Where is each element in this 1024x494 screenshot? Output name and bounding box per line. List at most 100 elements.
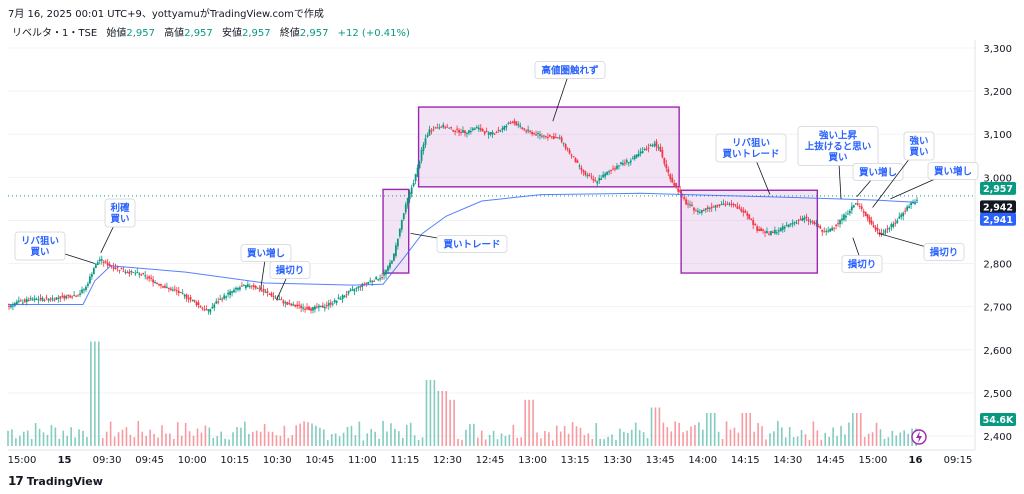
volume-bar <box>413 435 416 446</box>
candle-body <box>274 297 277 299</box>
candle-body <box>485 131 488 133</box>
candle-body <box>290 303 293 306</box>
candle-body <box>596 181 599 184</box>
volume-bar <box>808 440 811 446</box>
candle-body <box>385 270 387 275</box>
volume-bar <box>729 429 732 446</box>
candle-body <box>282 300 285 304</box>
volume-bar <box>50 425 53 446</box>
volume-bar <box>188 431 191 446</box>
annotation-box <box>927 162 979 180</box>
candle-body <box>612 168 614 170</box>
candle-body <box>588 174 591 177</box>
candle-body <box>673 183 676 186</box>
volume-bar <box>30 438 33 446</box>
candle-body <box>841 218 843 221</box>
candle-body <box>653 143 656 146</box>
candle-body <box>706 207 709 209</box>
volume-bar <box>350 425 353 446</box>
candle-body <box>23 299 26 302</box>
candle-body <box>160 284 162 286</box>
candle-body <box>321 305 324 308</box>
time-tick-label: 13:30 <box>603 455 632 466</box>
volume-bar <box>70 427 72 446</box>
candle-body <box>675 183 678 187</box>
candle-body <box>738 207 741 209</box>
volume-bar <box>19 435 21 446</box>
volume-bar <box>149 429 151 446</box>
candle-body <box>742 210 745 213</box>
candle-body <box>568 150 571 154</box>
volume-bar <box>654 407 657 446</box>
price-tick-label: 2,600 <box>983 346 1012 357</box>
annotation-label: 損切り <box>276 265 305 277</box>
volume-bar <box>559 431 562 446</box>
volume-bar <box>216 436 219 446</box>
candle-body <box>495 132 498 134</box>
candle-body <box>89 276 91 284</box>
volume-bar <box>630 429 633 446</box>
volume-bar <box>374 431 376 446</box>
candle-body <box>683 197 685 200</box>
candle-body <box>438 127 441 129</box>
candle-body <box>144 275 147 277</box>
candle-body <box>106 262 109 266</box>
candle-body <box>799 219 802 221</box>
candle-body <box>27 299 30 301</box>
candle-body <box>914 203 916 205</box>
volume-bar <box>275 435 278 446</box>
candle-body <box>154 281 156 283</box>
volume-badge <box>980 413 1016 426</box>
candle-body <box>829 229 832 232</box>
candle-body <box>100 259 103 261</box>
volume-bar <box>137 420 140 446</box>
candle-body <box>655 141 658 148</box>
candle-body <box>912 202 914 204</box>
candle-body <box>381 277 383 279</box>
candle-body <box>248 286 251 288</box>
candle-body <box>483 131 486 134</box>
candle-body <box>890 224 893 228</box>
tradingview-brand[interactable]: 17 TradingView <box>8 474 103 488</box>
candle-body <box>610 169 612 171</box>
candle-body <box>456 128 458 130</box>
volume-bar <box>457 438 459 446</box>
volume-bar <box>773 431 775 446</box>
candle-body <box>77 295 79 297</box>
volume-bar <box>784 437 787 446</box>
volume-bar <box>844 434 846 446</box>
candle-body <box>67 294 70 296</box>
volume-bar <box>595 423 598 446</box>
candle-body <box>493 133 496 135</box>
trade-zone-box <box>382 188 410 274</box>
candle-body <box>195 301 198 306</box>
symbol-name[interactable]: リベルタ・1・TSE <box>12 28 98 39</box>
volume-bar <box>113 436 116 446</box>
candle-body <box>795 222 798 224</box>
volume-bar <box>11 429 13 446</box>
volume-bar <box>532 399 534 446</box>
volume-bar <box>891 430 894 446</box>
candle-body <box>122 270 125 272</box>
candle-body <box>33 298 36 301</box>
candle-body <box>552 136 555 139</box>
annotation-label: 買い <box>110 214 129 225</box>
volume-bar <box>863 436 866 446</box>
candle-body <box>687 203 689 205</box>
volume-bar <box>555 425 558 446</box>
candle-body <box>148 276 151 279</box>
candle-body <box>205 309 208 311</box>
time-tick-label: 12:45 <box>476 455 505 466</box>
candle-body <box>623 162 626 164</box>
volume-bar <box>394 428 396 446</box>
candle-body <box>574 157 577 163</box>
candle-body <box>246 284 249 287</box>
candle-body <box>39 297 42 300</box>
candle-body <box>393 253 395 261</box>
candle-body <box>189 297 192 300</box>
volume-bar <box>674 421 677 446</box>
volume-bar <box>792 437 795 446</box>
time-tick-label: 10:15 <box>220 455 249 466</box>
